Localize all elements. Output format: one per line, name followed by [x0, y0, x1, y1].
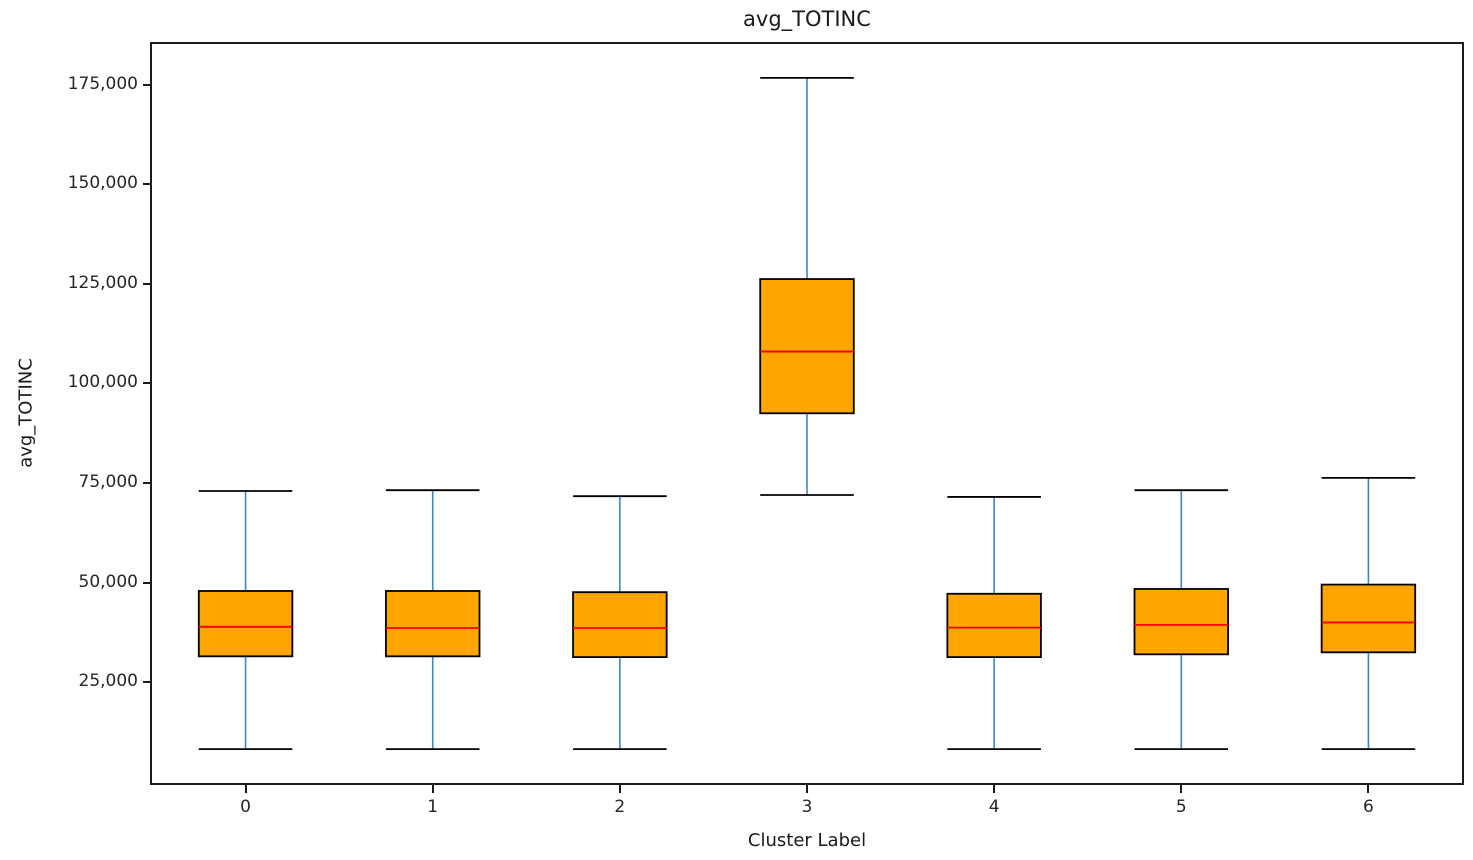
box-cluster-6 — [1320, 583, 1417, 654]
x-tick-label: 6 — [1363, 797, 1374, 817]
y-tick-mark — [143, 482, 150, 485]
box-cluster-3 — [759, 278, 855, 415]
box-cluster-2 — [572, 591, 668, 659]
y-tick-mark — [143, 83, 150, 86]
y-tick-label: 75,000 — [78, 472, 138, 493]
box-cluster-5 — [1133, 588, 1229, 656]
y-tick-mark — [143, 382, 150, 385]
y-tick-label: 25,000 — [78, 671, 138, 692]
x-tick-label: 3 — [801, 797, 813, 817]
x-tick-label: 2 — [614, 797, 626, 817]
y-tick-label: 50,000 — [78, 571, 138, 592]
boxplot-canvas — [197, 76, 1417, 751]
y-tick-mark — [143, 581, 150, 584]
x-tick-mark — [431, 785, 434, 793]
y-tick-label: 125,000 — [67, 272, 138, 293]
box-cluster-0 — [197, 590, 294, 658]
x-tick-label: 5 — [1175, 797, 1187, 817]
plot-area — [150, 42, 1464, 785]
x-tick-mark — [1180, 785, 1183, 793]
y-tick-label: 100,000 — [67, 372, 138, 393]
y-tick-label: 175,000 — [67, 73, 138, 94]
box-cluster-1 — [385, 590, 481, 658]
y-tick-mark — [143, 183, 150, 186]
x-tick-mark — [1367, 785, 1370, 793]
box-cluster-4 — [946, 592, 1042, 659]
y-tick-mark — [143, 681, 150, 684]
x-tick-mark — [993, 785, 996, 793]
x-tick-label: 4 — [988, 797, 1000, 817]
y-tick-mark — [143, 282, 150, 285]
x-tick-label: 0 — [240, 797, 251, 817]
x-tick-mark — [618, 785, 621, 793]
x-tick-mark — [244, 785, 247, 793]
chart-title: avg_TOTINC — [743, 7, 871, 31]
x-axis-label: Cluster Label — [747, 830, 867, 851]
x-tick-label: 1 — [427, 797, 439, 817]
y-tick-label: 150,000 — [67, 173, 138, 194]
x-tick-mark — [806, 785, 808, 793]
